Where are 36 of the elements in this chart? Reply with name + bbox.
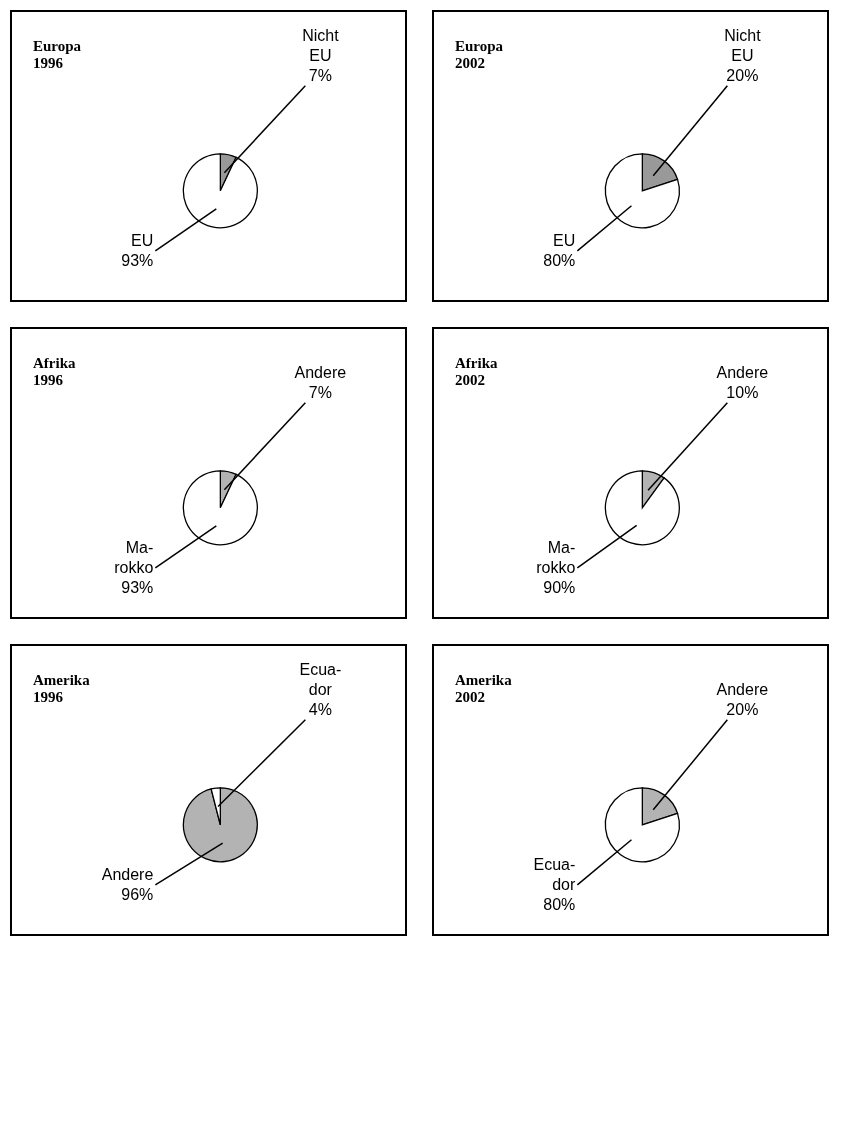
data-label: 90% <box>543 578 576 596</box>
chart-subtitle: 1996 <box>33 372 64 388</box>
chart-subtitle: 2002 <box>455 372 485 388</box>
chart-title: Amerika <box>455 672 513 688</box>
text: 1996 <box>33 55 64 71</box>
slice-label: Andere <box>101 865 154 883</box>
slice-label: Andere <box>716 680 769 698</box>
slice-label: Ecua-dor <box>299 660 342 698</box>
slice-label: Andere <box>716 363 769 381</box>
data-label: 7% <box>308 66 332 84</box>
slice-label: Ecua-dor <box>533 855 577 893</box>
slice-label: EU <box>131 231 154 249</box>
text: 1996 <box>33 689 64 705</box>
text: Europa <box>455 38 504 54</box>
slice-label: Andere <box>294 363 347 381</box>
text: Amerika <box>33 672 91 688</box>
data-label: 96% <box>121 885 154 903</box>
slice-label: EU <box>553 231 576 249</box>
data-label: 80% <box>543 895 576 913</box>
text: Europa <box>33 38 82 54</box>
data-label: 93% <box>121 578 154 596</box>
chart-title: Afrika <box>455 355 498 371</box>
data-label: 10% <box>726 383 759 401</box>
data-label: 93% <box>121 251 154 269</box>
slice-label: Nicht EU <box>302 26 340 64</box>
slice-label: Ma-rokko <box>114 538 154 576</box>
data-label: 80% <box>543 251 576 269</box>
slice-label: Ma-rokko <box>536 538 576 576</box>
data-label: 20% <box>726 700 759 718</box>
text: 2002 <box>455 55 485 71</box>
slice-label: Nicht EU <box>724 26 762 64</box>
data-label: 4% <box>308 700 332 718</box>
chart-subtitle: 2002 <box>455 689 485 705</box>
data-label: 7% <box>308 383 332 401</box>
data-label: 20% <box>726 66 759 84</box>
chart-title: Afrika <box>33 355 76 371</box>
